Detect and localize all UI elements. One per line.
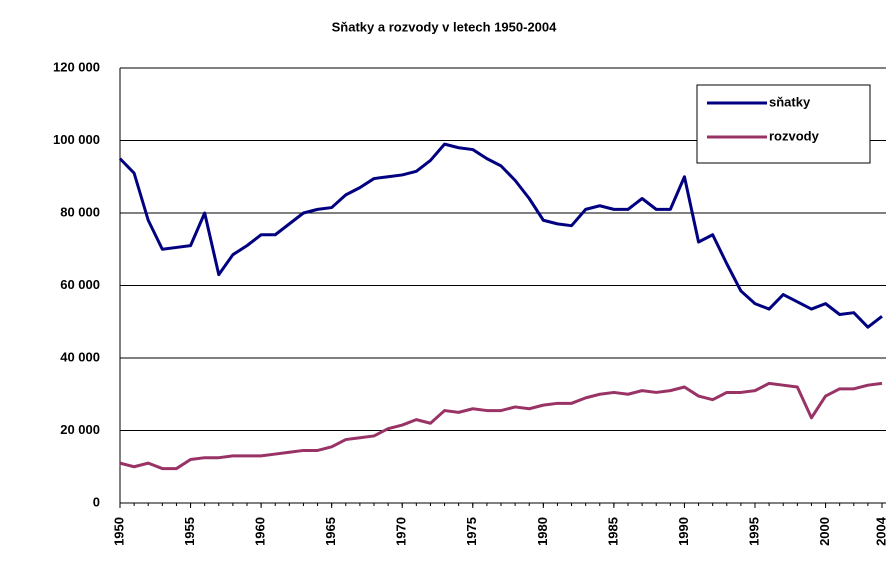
chart-title: Sňatky a rozvody v letech 1950-2004 <box>332 19 558 34</box>
legend-label: sňatky <box>769 94 811 109</box>
y-tick-label: 0 <box>93 494 100 509</box>
x-tick-label: 1965 <box>323 517 338 546</box>
y-tick-label: 60 000 <box>60 277 100 292</box>
x-tick-label: 1960 <box>253 517 268 546</box>
x-tick-label: 1955 <box>182 517 197 546</box>
x-tick-label: 1970 <box>394 517 409 546</box>
x-tick-label: 2000 <box>817 517 832 546</box>
x-tick-label: 2004 <box>873 516 888 546</box>
y-tick-label: 120 000 <box>53 59 100 74</box>
x-tick-label: 1990 <box>676 517 691 546</box>
line-series <box>118 142 883 329</box>
legend-box <box>696 84 871 164</box>
line-series <box>119 381 883 471</box>
y-tick-label: 40 000 <box>60 349 100 364</box>
y-tick-label: 20 000 <box>60 422 100 437</box>
x-tick-label: 1985 <box>605 517 620 546</box>
y-tick-label: 100 000 <box>53 132 100 147</box>
x-tick-label: 1975 <box>464 517 479 546</box>
x-tick-label: 1950 <box>111 517 126 546</box>
x-tick-label: 1980 <box>535 517 550 546</box>
y-tick-label: 80 000 <box>60 204 100 219</box>
legend-label: rozvody <box>769 128 820 143</box>
x-tick-label: 1995 <box>746 517 761 546</box>
